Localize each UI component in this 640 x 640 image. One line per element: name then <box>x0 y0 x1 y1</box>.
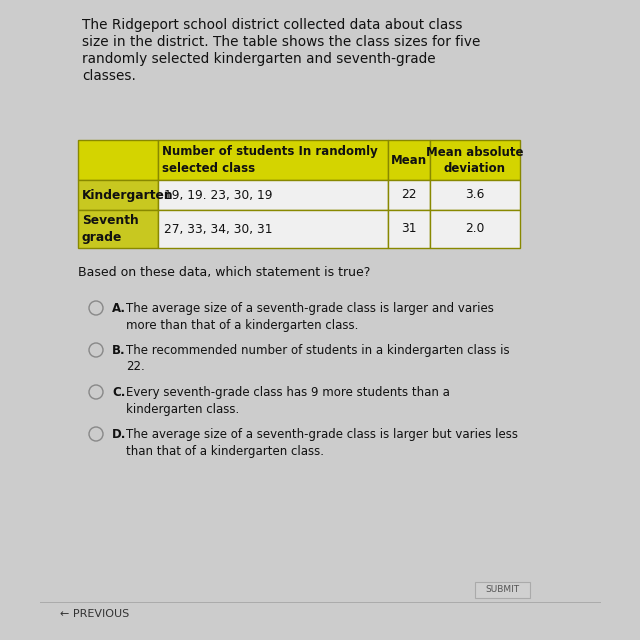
Text: 27, 33, 34, 30, 31: 27, 33, 34, 30, 31 <box>164 223 273 236</box>
Text: Mean: Mean <box>391 154 427 166</box>
Text: D.: D. <box>112 428 126 441</box>
Bar <box>158 140 388 180</box>
Text: C.: C. <box>112 386 125 399</box>
Text: B.: B. <box>112 344 125 357</box>
Text: Seventh
grade: Seventh grade <box>82 214 139 243</box>
Bar <box>475 582 530 598</box>
Text: The Ridgeport school district collected data about class: The Ridgeport school district collected … <box>82 18 463 32</box>
Text: Every seventh-grade class has 9 more students than a
kindergarten class.: Every seventh-grade class has 9 more stu… <box>126 386 450 415</box>
Bar <box>78 140 158 180</box>
Text: ← PREVIOUS: ← PREVIOUS <box>60 609 129 619</box>
Text: A.: A. <box>112 302 126 315</box>
Text: classes.: classes. <box>82 69 136 83</box>
Bar <box>388 180 430 210</box>
Text: Number of students In randomly
selected class: Number of students In randomly selected … <box>162 145 378 175</box>
Bar <box>78 180 158 210</box>
Text: 31: 31 <box>401 223 417 236</box>
Text: Mean absolute
deviation: Mean absolute deviation <box>426 145 524 175</box>
Text: Kindergarten: Kindergarten <box>82 189 173 202</box>
Text: SUBMIT: SUBMIT <box>485 586 520 595</box>
Text: randomly selected kindergarten and seventh-grade: randomly selected kindergarten and seven… <box>82 52 436 66</box>
Text: size in the district. The table shows the class sizes for five: size in the district. The table shows th… <box>82 35 481 49</box>
Bar <box>158 210 388 248</box>
Bar <box>78 210 158 248</box>
Bar <box>430 140 520 180</box>
Text: 19, 19. 23, 30, 19: 19, 19. 23, 30, 19 <box>164 189 273 202</box>
Text: 22: 22 <box>401 189 417 202</box>
Text: 3.6: 3.6 <box>465 189 484 202</box>
Bar <box>430 210 520 248</box>
Bar <box>430 180 520 210</box>
Text: 2.0: 2.0 <box>465 223 484 236</box>
Bar <box>388 210 430 248</box>
Bar <box>388 140 430 180</box>
Text: The recommended number of students in a kindergarten class is
22.: The recommended number of students in a … <box>126 344 509 374</box>
Text: The average size of a seventh-grade class is larger and varies
more than that of: The average size of a seventh-grade clas… <box>126 302 494 332</box>
Text: The average size of a seventh-grade class is larger but varies less
than that of: The average size of a seventh-grade clas… <box>126 428 518 458</box>
Text: Based on these data, which statement is true?: Based on these data, which statement is … <box>78 266 371 279</box>
Bar <box>158 180 388 210</box>
